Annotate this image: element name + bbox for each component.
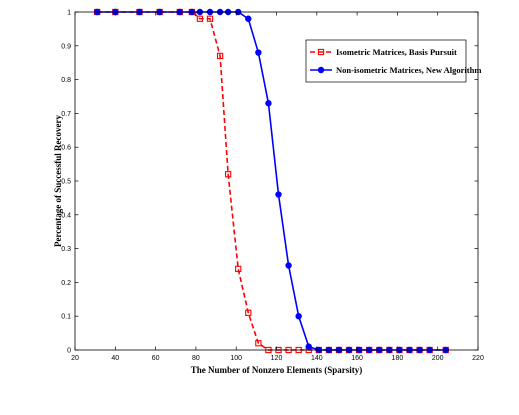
x-tick-label: 120 [271, 355, 283, 362]
data-point [255, 340, 262, 347]
data-point [265, 100, 272, 107]
y-tick-label: 0.1 [61, 314, 71, 321]
x-tick-label: 140 [311, 355, 323, 362]
x-tick-label: 160 [351, 355, 363, 362]
y-tick-label: 0.7 [61, 111, 71, 118]
data-point [196, 15, 204, 22]
y-tick-label: 0.9 [61, 43, 71, 50]
legend: Isometric Matrices, Basis Pursuit Non-iso… [305, 39, 481, 83]
legend-swatch-marker [317, 48, 325, 56]
y-axis-title: Percentage of Successful Recovery [53, 114, 63, 247]
data-point [235, 265, 242, 273]
data-point [224, 171, 232, 178]
data-point [305, 343, 312, 350]
legend-entry: Isometric Matrices, Basis Pursuit [310, 47, 457, 57]
x-tick-label: 80 [192, 355, 200, 362]
data-point [216, 52, 224, 60]
legend-entry: Non-isometric Matrices, New Algorithm [310, 65, 481, 75]
y-tick-label: 1 [67, 10, 71, 17]
x-tick-label: 200 [432, 355, 444, 362]
data-point [295, 313, 302, 320]
y-tick-label: 0.3 [61, 246, 71, 253]
data-point [285, 262, 292, 269]
y-tick-label: 0.6 [61, 145, 71, 152]
y-tick-label: 0.8 [61, 77, 71, 84]
x-axis-title: The Number of Nonzero Elements (Sparsity… [191, 365, 362, 375]
x-tick-label: 40 [111, 355, 119, 362]
legend-box [305, 39, 467, 83]
data-point [275, 191, 282, 198]
data-point [206, 15, 214, 22]
legend-label: Non-isometric Matrices, New Algorithm [336, 65, 481, 75]
axis-ticks: 20 40 60 80 100 120 140 160 180 200 220 0 0.1 0.2 0.3 0… [61, 10, 484, 363]
legend-swatch-marker [317, 66, 325, 74]
x-tick-label: 220 [472, 355, 484, 362]
x-tick-label: 100 [230, 355, 242, 362]
y-tick-label: 0 [67, 348, 71, 355]
x-tick-label: 180 [392, 355, 404, 362]
legend-label: Isometric Matrices, Basis Pursuit [336, 47, 457, 57]
y-tick-label: 0.4 [61, 212, 71, 219]
y-tick-label: 0.2 [61, 280, 71, 287]
y-tick-label: 0.5 [61, 179, 71, 186]
data-point [245, 309, 252, 316]
data-point [255, 49, 262, 56]
data-point [245, 15, 252, 22]
x-tick-label: 20 [71, 355, 79, 362]
x-tick-label: 60 [152, 355, 160, 362]
